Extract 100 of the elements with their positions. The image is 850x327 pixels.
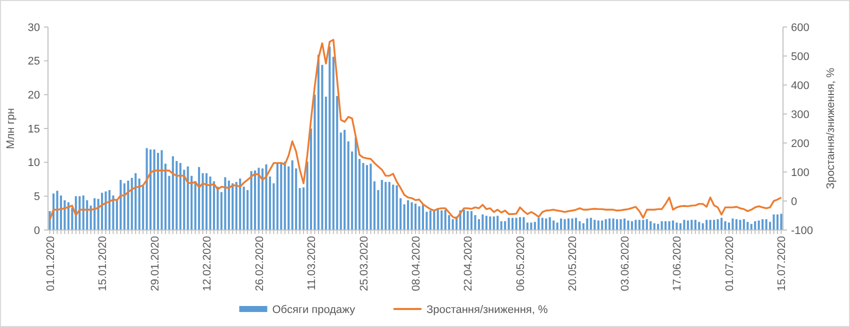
bar [362, 163, 364, 230]
bar [202, 173, 204, 230]
bar [347, 141, 350, 230]
bar [298, 188, 301, 230]
bar [232, 183, 234, 230]
bar [120, 180, 122, 230]
y-tick-label: 30 [28, 22, 40, 34]
bar [354, 137, 357, 230]
bar [108, 190, 111, 230]
bar [153, 149, 156, 230]
bar [276, 163, 278, 230]
bar [444, 210, 446, 230]
bar [410, 202, 413, 230]
bar [366, 165, 368, 230]
y-tick-label: 0 [34, 224, 40, 237]
bar [239, 178, 242, 230]
bar [127, 180, 130, 230]
bar [538, 218, 540, 230]
x-tick-label: 22.04.2020 [462, 236, 475, 292]
bar [150, 149, 152, 230]
bar [664, 221, 667, 230]
bar [616, 219, 618, 230]
bar [328, 46, 331, 230]
bar [429, 210, 432, 230]
bar [396, 185, 398, 230]
legend-label: Зростання/зниження, % [426, 304, 548, 316]
bar [134, 173, 137, 230]
y2-axis-title: Зростання/зниження, % [825, 68, 837, 190]
bar [474, 215, 476, 230]
bar [254, 170, 256, 230]
bar [60, 195, 62, 230]
bar [265, 164, 268, 230]
x-tick-label: 25.03.2020 [358, 236, 370, 292]
bar [317, 54, 320, 230]
y-tick-label: 25 [28, 56, 40, 68]
bar [242, 186, 245, 230]
bar [515, 218, 518, 230]
x-tick-label: 03.06.2020 [619, 236, 632, 292]
bar [552, 220, 555, 230]
bar [586, 218, 588, 230]
bar [728, 222, 730, 230]
x-tick-label: 29.01.2020 [149, 236, 162, 292]
y2-tick-label: 0 [791, 196, 798, 208]
bar [500, 221, 502, 230]
bar [660, 221, 663, 230]
bar [638, 220, 640, 230]
bar [642, 220, 644, 230]
bar [742, 219, 745, 230]
bar [403, 204, 406, 230]
bar [698, 222, 700, 230]
bar [780, 214, 782, 230]
bar [571, 218, 574, 230]
bar [683, 220, 686, 230]
bar [746, 222, 749, 230]
y-tick-label: 10 [28, 157, 40, 170]
bar [250, 171, 252, 230]
bar [716, 219, 719, 230]
bar [422, 204, 424, 230]
bar [235, 182, 238, 230]
bar [485, 216, 488, 230]
x-tick-label: 20.05.2020 [567, 236, 580, 292]
bar [246, 190, 249, 230]
bar [522, 217, 525, 230]
bar [564, 219, 566, 230]
bar [724, 221, 726, 230]
bar [160, 150, 163, 230]
bar [634, 220, 637, 230]
bar [653, 223, 656, 230]
bar [739, 220, 742, 230]
bar [433, 210, 436, 230]
bar [462, 210, 466, 230]
bar [690, 220, 693, 230]
bar [604, 219, 607, 230]
bar [735, 219, 738, 230]
bar [590, 218, 592, 230]
bar [620, 219, 622, 230]
bar [578, 221, 581, 230]
bar [597, 220, 600, 230]
bar [380, 180, 383, 230]
bar [172, 156, 174, 230]
bar [713, 220, 716, 230]
bar [594, 220, 596, 230]
bar [567, 218, 570, 230]
y-tick-label: 5 [34, 191, 40, 204]
bar [534, 222, 536, 230]
bar [384, 182, 387, 230]
bar [489, 216, 492, 230]
bar [209, 176, 212, 230]
bar [512, 218, 514, 230]
bar [407, 200, 410, 230]
y2-tick-label: 600 [791, 22, 810, 34]
bar [138, 178, 140, 230]
line-series [48, 38, 782, 221]
y2-tick-label: 400 [791, 80, 810, 92]
bar [672, 220, 674, 230]
legend-label: Обсяги продажу [272, 304, 356, 316]
bar [556, 222, 558, 230]
bar [482, 214, 484, 230]
bar [418, 206, 420, 230]
bar [228, 180, 230, 230]
